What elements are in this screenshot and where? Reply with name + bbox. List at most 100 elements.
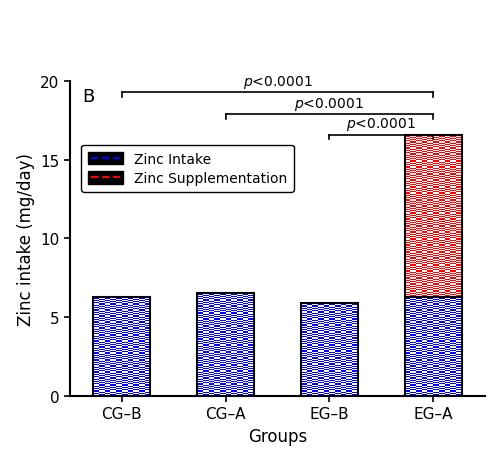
Bar xyxy=(208,334,214,335)
Bar xyxy=(410,334,416,335)
Bar xyxy=(404,135,462,297)
Bar xyxy=(404,291,410,292)
Bar xyxy=(444,313,450,314)
Bar xyxy=(197,300,203,301)
Bar xyxy=(439,149,444,150)
Bar xyxy=(122,356,128,357)
Bar xyxy=(203,306,208,307)
Bar xyxy=(335,378,341,379)
Bar xyxy=(352,309,358,310)
Bar xyxy=(116,386,122,387)
Bar xyxy=(428,277,433,278)
Bar xyxy=(428,333,433,334)
Bar xyxy=(428,307,433,308)
Bar xyxy=(422,166,428,167)
Bar xyxy=(416,374,422,375)
Bar xyxy=(416,173,422,174)
Bar xyxy=(444,212,450,213)
Bar xyxy=(439,192,444,193)
Bar xyxy=(248,342,254,343)
Bar xyxy=(422,264,428,265)
Bar xyxy=(444,288,450,289)
Bar xyxy=(232,343,237,344)
Bar xyxy=(330,370,335,371)
Bar xyxy=(433,363,439,364)
Bar xyxy=(341,340,346,341)
Bar xyxy=(444,150,450,151)
Bar xyxy=(341,353,346,354)
Bar xyxy=(144,354,150,355)
Bar xyxy=(456,202,462,203)
Bar xyxy=(324,329,330,330)
Bar xyxy=(226,385,232,386)
Bar xyxy=(439,201,444,202)
Bar xyxy=(144,318,150,319)
Bar xyxy=(404,340,410,341)
Bar xyxy=(110,339,116,340)
Bar xyxy=(122,391,128,392)
Bar xyxy=(335,350,341,351)
Bar xyxy=(456,320,462,321)
Bar xyxy=(444,301,450,302)
Bar xyxy=(444,389,450,390)
Bar xyxy=(404,139,410,140)
Bar xyxy=(94,298,99,299)
Bar xyxy=(410,332,416,333)
Bar xyxy=(301,378,306,379)
Bar xyxy=(232,303,237,304)
Bar xyxy=(456,240,462,241)
Bar xyxy=(203,311,208,312)
Bar xyxy=(128,321,134,322)
Bar xyxy=(433,242,439,243)
Bar xyxy=(456,211,462,212)
Bar xyxy=(444,224,450,225)
Bar xyxy=(433,349,439,350)
Bar xyxy=(105,378,110,379)
Bar xyxy=(456,306,462,307)
Bar xyxy=(237,372,242,373)
Bar xyxy=(110,322,116,323)
Bar xyxy=(144,312,150,313)
Bar xyxy=(324,379,330,380)
Bar xyxy=(433,233,439,234)
Bar xyxy=(242,350,248,351)
Bar xyxy=(422,278,428,279)
Bar xyxy=(197,310,203,311)
Bar xyxy=(439,161,444,162)
Bar xyxy=(433,140,439,141)
Bar xyxy=(433,303,439,304)
Bar xyxy=(450,383,456,384)
Bar xyxy=(94,307,99,308)
Bar xyxy=(301,322,306,323)
Bar xyxy=(139,381,144,382)
Bar xyxy=(439,197,444,198)
Bar xyxy=(433,276,439,277)
Bar xyxy=(439,178,444,179)
Bar xyxy=(330,335,335,336)
Bar xyxy=(203,337,208,338)
Bar xyxy=(422,308,428,309)
Bar xyxy=(232,322,237,323)
Bar xyxy=(404,279,410,280)
Bar xyxy=(433,348,439,349)
Bar xyxy=(439,137,444,138)
Bar xyxy=(232,307,237,308)
Bar xyxy=(439,357,444,358)
Bar xyxy=(324,345,330,346)
Bar xyxy=(404,304,410,305)
Bar xyxy=(312,388,318,389)
Bar xyxy=(410,193,416,194)
Bar xyxy=(94,368,99,369)
Bar xyxy=(433,179,439,180)
Bar xyxy=(433,389,439,390)
Bar xyxy=(416,328,422,329)
Bar xyxy=(122,308,128,309)
Bar xyxy=(422,348,428,349)
Bar xyxy=(428,294,433,295)
Bar xyxy=(220,300,226,301)
Bar xyxy=(410,354,416,355)
Bar xyxy=(306,349,312,350)
Bar xyxy=(110,318,116,319)
Bar xyxy=(208,357,214,358)
Bar xyxy=(456,363,462,364)
